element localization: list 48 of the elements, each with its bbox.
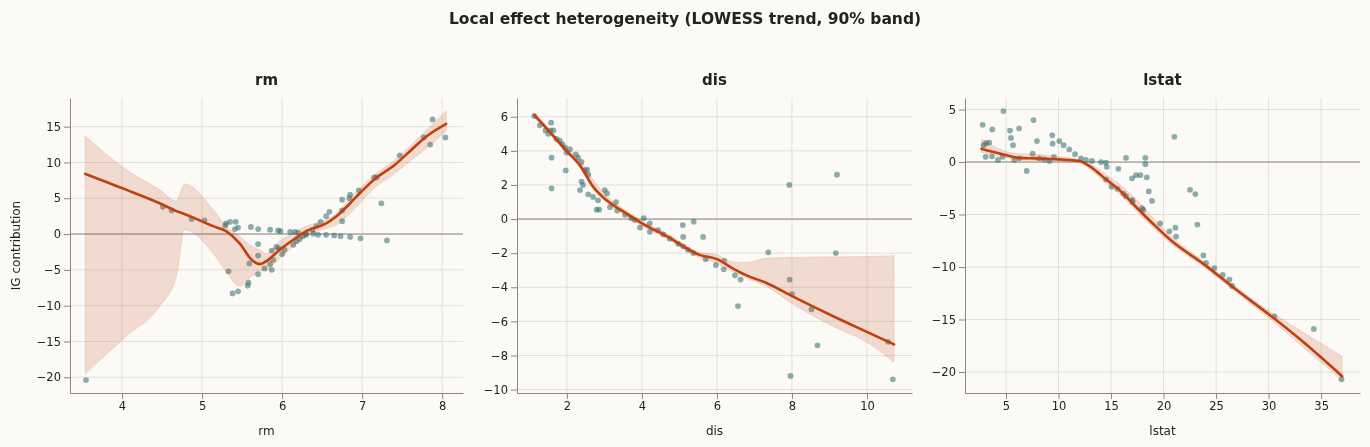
x-tick-label: 5: [198, 399, 207, 414]
y-tick-label: 0: [53, 227, 61, 242]
x-tick-label: 25: [1209, 399, 1224, 414]
y-tick-label: −10: [483, 382, 508, 397]
y-tick-label: 0: [948, 155, 956, 170]
y-tick-label: −5: [44, 263, 61, 278]
y-tick-label: 2: [500, 178, 508, 193]
x-tick-label: 4: [118, 399, 127, 414]
x-axis-title: lstat: [1149, 424, 1176, 438]
y-tick-label: −5: [939, 207, 956, 222]
y-tick-label: −15: [36, 334, 61, 349]
x-tick-label: 4: [638, 399, 647, 414]
x-tick-label: 7: [358, 399, 367, 414]
chart-title: rm: [254, 71, 279, 89]
x-tick-label: 10: [1051, 399, 1067, 414]
x-axis-title: rm: [258, 424, 275, 438]
y-tick-label: −2: [491, 246, 508, 261]
y-tick-label: 15: [46, 119, 61, 134]
x-tick-label: 20: [1156, 399, 1172, 414]
chart-title: lstat: [1143, 71, 1182, 89]
y-tick-label: 0: [500, 212, 508, 227]
x-tick-label: 8: [788, 399, 797, 414]
x-tick-label: 15: [1104, 399, 1119, 414]
x-tick-label: 10: [860, 399, 875, 414]
y-tick-label: 4: [500, 144, 508, 159]
text: Local effect heterogeneity (LOWESS trend, 90% band): [448, 10, 922, 28]
x-tick-label: 2: [563, 399, 572, 414]
y-tick-label: −15: [931, 312, 956, 327]
y-tick-label: −8: [491, 348, 508, 363]
x-tick-label: 30: [1261, 399, 1277, 414]
y-tick-label: −20: [931, 365, 956, 380]
y-tick-label: −10: [36, 298, 61, 313]
x-axis-title: dis: [705, 424, 724, 438]
y-tick-label: −20: [36, 370, 61, 385]
y-axis-title: IG contribution: [9, 200, 23, 291]
y-tick-label: 10: [46, 155, 61, 170]
y-tick-label: −10: [931, 260, 956, 275]
x-tick-label: 6: [278, 399, 287, 414]
x-tick-label: 6: [713, 399, 722, 414]
y-tick-label: 6: [500, 109, 508, 124]
y-tick-label: −6: [491, 314, 508, 329]
y-tick-label: −4: [491, 280, 508, 295]
chart-title: dis: [702, 71, 727, 89]
y-tick-label: 5: [948, 102, 956, 117]
x-tick-label: 35: [1314, 399, 1329, 414]
x-tick-label: 5: [1002, 399, 1011, 414]
y-tick-label: 5: [53, 191, 61, 206]
x-tick-label: 8: [439, 399, 447, 414]
